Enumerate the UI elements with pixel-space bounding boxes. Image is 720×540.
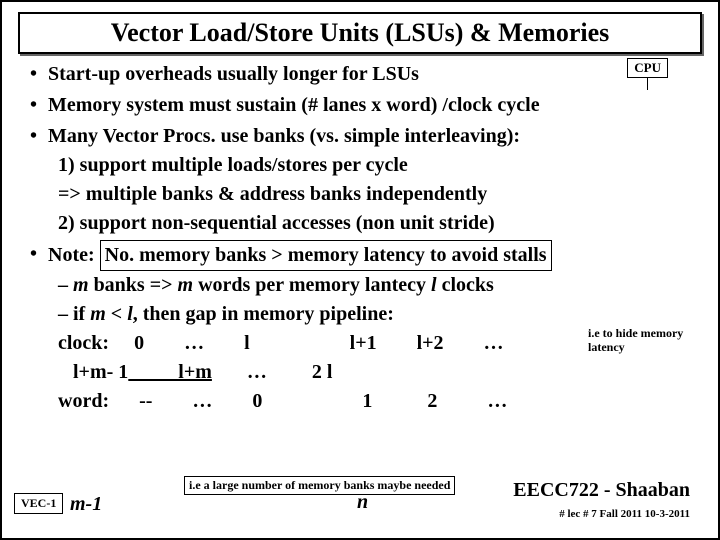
bullet-dot: •: [30, 122, 48, 151]
lm-rest: … 2 l: [212, 361, 333, 383]
slide: Vector Load/Store Units (LSUs) & Memorie…: [0, 0, 720, 540]
t: <: [106, 303, 127, 325]
bullet-dot: •: [30, 60, 48, 89]
bullet-1: • Start-up overheads usually longer for …: [30, 60, 698, 89]
t: words per memory lantecy: [193, 274, 431, 296]
bullet-3-sub2: => multiple banks & address banks indepe…: [30, 180, 698, 209]
memory-note-box: i.e a large number of memory banks maybe…: [184, 476, 455, 495]
m-minus-1: m-1: [70, 493, 102, 516]
slide-title: Vector Load/Store Units (LSUs) & Memorie…: [18, 12, 702, 54]
word-row: word: -- … 0 1 2 …: [30, 387, 698, 416]
bullet-dot: •: [30, 91, 48, 120]
t: – if: [58, 303, 90, 325]
n-symbol: n: [357, 491, 368, 514]
t: , then gap in memory pipeline:: [133, 303, 394, 325]
bullet-text: Memory system must sustain (# lanes x wo…: [48, 91, 698, 120]
m-var: m: [90, 303, 106, 325]
lm1: l+m- 1: [58, 361, 128, 383]
m-var: m: [178, 274, 194, 296]
bullet-text: Many Vector Procs. use banks (vs. simple…: [48, 122, 698, 151]
note-boxed: No. memory banks > memory latency to avo…: [100, 240, 552, 271]
content-body: • Start-up overheads usually longer for …: [2, 60, 718, 416]
bullet-3-sub3: 2) support non-sequential accesses (non …: [30, 209, 698, 238]
bullet-2: • Memory system must sustain (# lanes x …: [30, 91, 698, 120]
bullet-text: Note: No. memory banks > memory latency …: [48, 240, 698, 271]
bullet-text: Start-up overheads usually longer for LS…: [48, 60, 698, 89]
bullet-3: • Many Vector Procs. use banks (vs. simp…: [30, 122, 698, 151]
t: banks =>: [89, 274, 178, 296]
sub-line-2: – if m < l, then gap in memory pipeline:: [30, 300, 698, 329]
side-note: i.e to hide memory latency: [588, 326, 708, 355]
footer-course: EECC722 - Shaaban: [513, 479, 690, 502]
footer-lecture-info: # lec # 7 Fall 2011 10-3-2011: [559, 508, 690, 520]
cpu-badge: CPU: [627, 58, 668, 78]
bullet-dot: •: [30, 240, 48, 271]
m-var: m: [73, 274, 89, 296]
t: –: [58, 274, 73, 296]
lm-underline: l+m: [128, 361, 212, 383]
clock-row-2: l+m- 1 l+m … 2 l: [30, 358, 698, 387]
bullet-4: • Note: No. memory banks > memory latenc…: [30, 240, 698, 271]
bullet-3-sub1: 1) support multiple loads/stores per cyc…: [30, 151, 698, 180]
note-pre: Note:: [48, 244, 100, 266]
sub-line-1: – m banks => m words per memory lantecy …: [30, 271, 698, 300]
t: clocks: [437, 274, 494, 296]
vec-badge: VEC-1: [14, 493, 63, 514]
